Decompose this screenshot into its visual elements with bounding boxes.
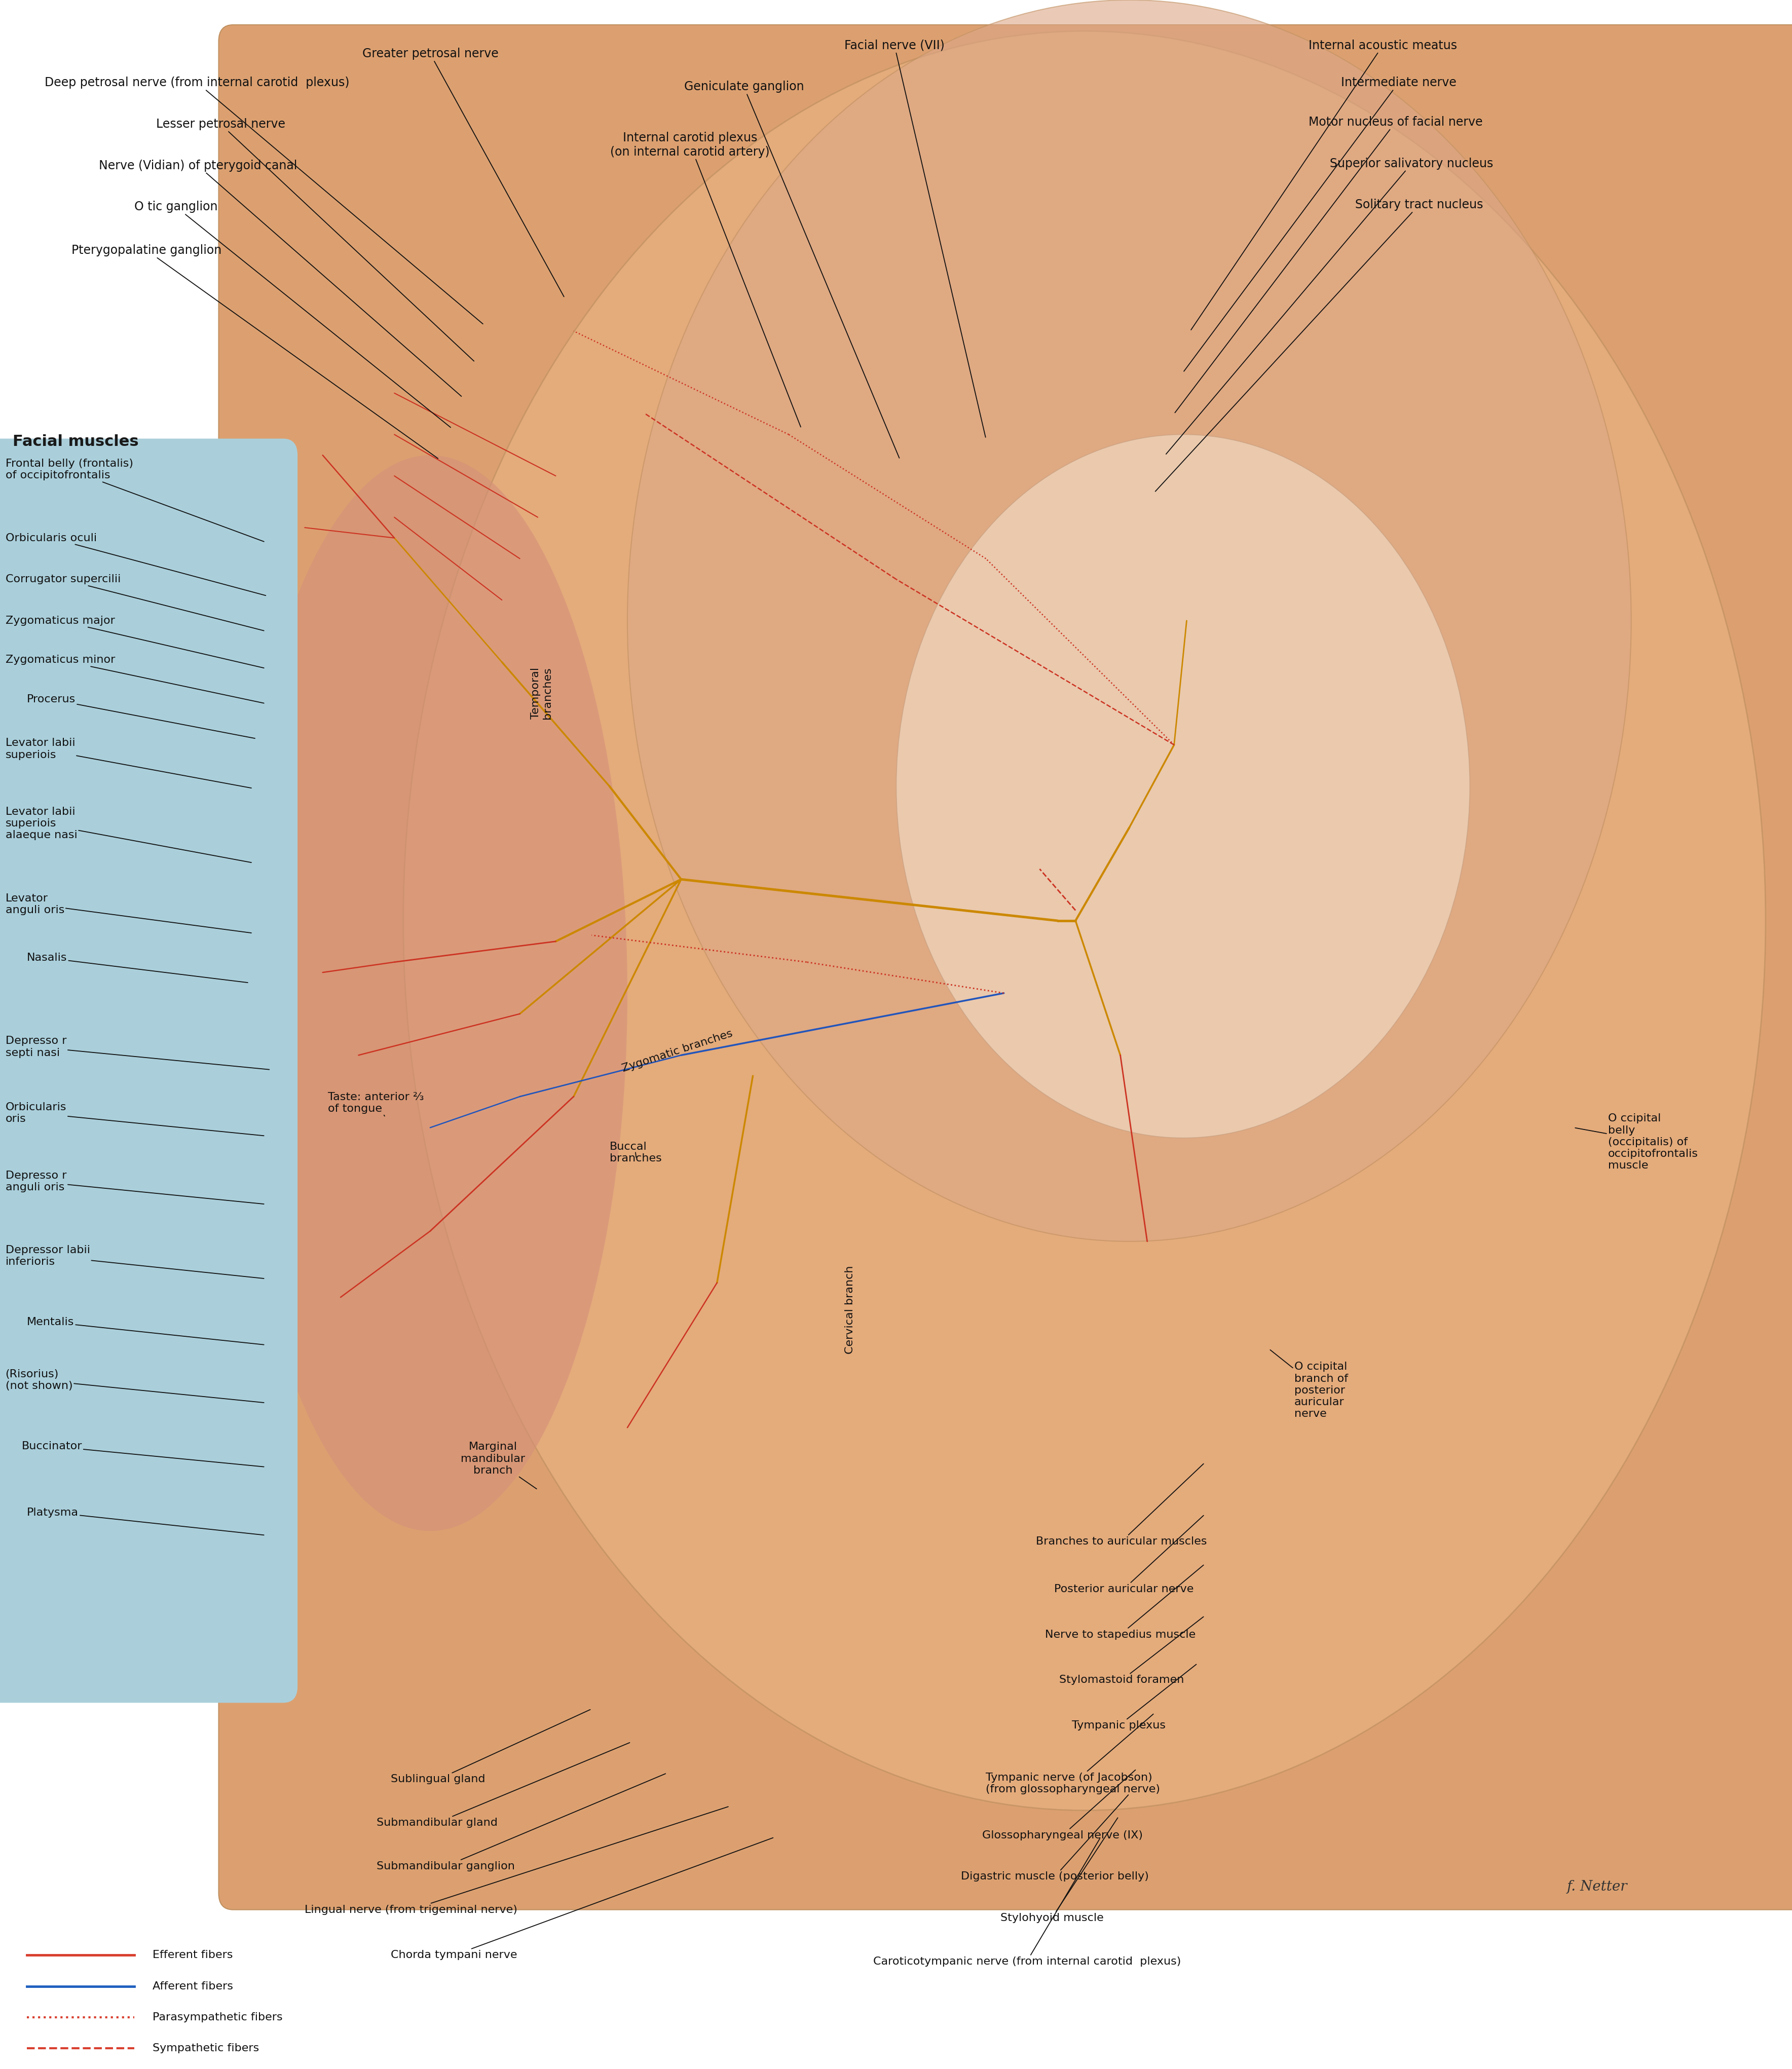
Text: Geniculate ganglion: Geniculate ganglion <box>685 81 900 457</box>
Text: Mentalis: Mentalis <box>27 1318 263 1345</box>
Ellipse shape <box>403 31 1765 1810</box>
Text: Submandibular ganglion: Submandibular ganglion <box>376 1773 665 1870</box>
Text: Lingual nerve (from trigeminal nerve): Lingual nerve (from trigeminal nerve) <box>305 1806 728 1914</box>
Text: Zygomaticus major: Zygomaticus major <box>5 617 263 668</box>
Text: Orbicularis
oris: Orbicularis oris <box>5 1103 263 1136</box>
Text: O ccipital
belly
(occipitalis) of
occipitofrontalis
muscle: O ccipital belly (occipitalis) of occipi… <box>1575 1113 1697 1171</box>
Text: Orbicularis oculi: Orbicularis oculi <box>5 534 265 596</box>
Text: Frontal belly (frontalis)
of occipitofrontalis: Frontal belly (frontalis) of occipitofro… <box>5 459 263 542</box>
Text: Tympanic nerve (of Jacobson)
(from glossopharyngeal nerve): Tympanic nerve (of Jacobson) (from gloss… <box>986 1713 1159 1794</box>
Text: Greater petrosal nerve: Greater petrosal nerve <box>362 48 564 296</box>
Text: Sublingual gland: Sublingual gland <box>391 1709 590 1783</box>
Text: Solitary tract nucleus: Solitary tract nucleus <box>1156 199 1482 490</box>
Text: Pterygopalatine ganglion: Pterygopalatine ganglion <box>72 244 437 459</box>
Text: Posterior auricular nerve: Posterior auricular nerve <box>1054 1515 1202 1593</box>
Text: Zygomaticus minor: Zygomaticus minor <box>5 656 263 703</box>
Text: Intermediate nerve: Intermediate nerve <box>1183 77 1455 370</box>
Text: Facial nerve (VII): Facial nerve (VII) <box>844 39 986 437</box>
Text: Glossopharyngeal nerve (IX): Glossopharyngeal nerve (IX) <box>982 1769 1143 1839</box>
Text: Depresso r
septi nasi: Depresso r septi nasi <box>5 1037 269 1070</box>
FancyBboxPatch shape <box>219 25 1792 1910</box>
Text: Chorda tympani nerve: Chorda tympani nerve <box>391 1837 772 1959</box>
Text: Tympanic plexus: Tympanic plexus <box>1072 1663 1195 1730</box>
Text: Levator labii
superiois
alaeque nasi: Levator labii superiois alaeque nasi <box>5 807 251 863</box>
Text: Depressor labii
inferioris: Depressor labii inferioris <box>5 1246 263 1279</box>
Text: Submandibular gland: Submandibular gland <box>376 1742 629 1827</box>
Text: (Risorius)
(not shown): (Risorius) (not shown) <box>5 1370 263 1403</box>
Ellipse shape <box>627 0 1631 1241</box>
Text: Taste: anterior ⅔
of tongue: Taste: anterior ⅔ of tongue <box>328 1092 425 1115</box>
Text: Stylomastoid foramen: Stylomastoid foramen <box>1059 1616 1202 1684</box>
Text: Platysma: Platysma <box>27 1508 263 1535</box>
Ellipse shape <box>233 455 627 1531</box>
Text: Internal carotid plexus
(on internal carotid artery): Internal carotid plexus (on internal car… <box>611 132 801 426</box>
Text: Facial muscles: Facial muscles <box>13 434 138 449</box>
Text: Superior salivatory nucleus: Superior salivatory nucleus <box>1167 157 1493 453</box>
Text: Corrugator supercilii: Corrugator supercilii <box>5 575 263 631</box>
Text: Nerve (Vidian) of pterygoid canal: Nerve (Vidian) of pterygoid canal <box>99 159 461 397</box>
Text: Temporal
branches: Temporal branches <box>530 666 552 720</box>
Text: Levator labii
superiois: Levator labii superiois <box>5 739 251 788</box>
Text: f. Netter: f. Netter <box>1566 1881 1627 1893</box>
Ellipse shape <box>896 434 1469 1138</box>
Text: Depresso r
anguli oris: Depresso r anguli oris <box>5 1171 263 1204</box>
FancyBboxPatch shape <box>0 439 297 1703</box>
Text: Sympathetic fibers: Sympathetic fibers <box>152 2044 258 2052</box>
Text: Nerve to stapedius muscle: Nerve to stapedius muscle <box>1045 1564 1202 1639</box>
Text: Procerus: Procerus <box>27 695 254 739</box>
Text: Afferent fibers: Afferent fibers <box>152 1982 233 1990</box>
Text: Zygomatic branches: Zygomatic branches <box>620 1028 735 1074</box>
Text: Parasympathetic fibers: Parasympathetic fibers <box>152 2013 283 2021</box>
Text: Efferent fibers: Efferent fibers <box>152 1951 233 1959</box>
Text: O tic ganglion: O tic ganglion <box>134 201 450 428</box>
Text: Digastric muscle (posterior belly): Digastric muscle (posterior belly) <box>961 1796 1149 1881</box>
Text: Stylohyoid muscle: Stylohyoid muscle <box>1000 1819 1118 1922</box>
Text: Motor nucleus of facial nerve: Motor nucleus of facial nerve <box>1174 116 1482 412</box>
Text: Levator
anguli oris: Levator anguli oris <box>5 894 251 933</box>
Text: Branches to auricular muscles: Branches to auricular muscles <box>1036 1463 1206 1546</box>
Text: Buccal
branches: Buccal branches <box>609 1142 661 1163</box>
Text: Caroticotympanic nerve (from internal carotid  plexus): Caroticotympanic nerve (from internal ca… <box>873 1839 1181 1966</box>
Text: Buccinator: Buccinator <box>22 1442 263 1467</box>
Text: Lesser petrosal nerve: Lesser petrosal nerve <box>156 118 473 362</box>
Text: Deep petrosal nerve (from internal carotid  plexus): Deep petrosal nerve (from internal carot… <box>45 77 482 325</box>
Text: Nasalis: Nasalis <box>27 954 247 983</box>
Text: O ccipital
branch of
posterior
auricular
nerve: O ccipital branch of posterior auricular… <box>1271 1349 1348 1419</box>
Text: Cervical branch: Cervical branch <box>844 1266 855 1353</box>
Text: Marginal
mandibular
branch: Marginal mandibular branch <box>461 1442 536 1490</box>
Text: Internal acoustic meatus: Internal acoustic meatus <box>1190 39 1457 329</box>
